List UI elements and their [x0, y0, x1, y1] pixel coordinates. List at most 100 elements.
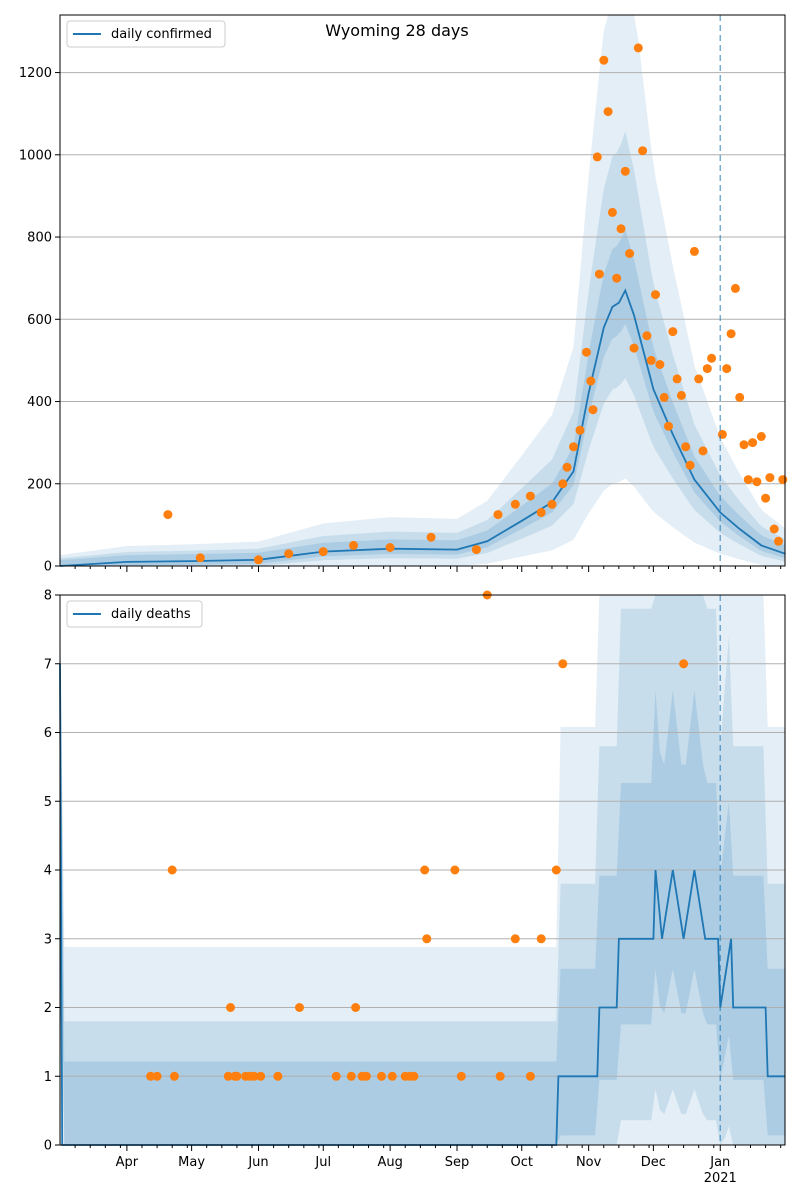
confirmed-observed-point	[717, 429, 727, 439]
confirmed-observed-point	[195, 553, 205, 563]
confirmed-observed-point	[735, 392, 745, 402]
confirmed-observed-point	[726, 329, 736, 339]
confirmed-observed-point	[471, 545, 481, 555]
deaths-observed-point	[256, 1071, 266, 1081]
deaths-x-tick-label: Jul	[314, 1155, 331, 1170]
confirmed-uncertainty-bands	[60, 15, 785, 567]
deaths-observed-point	[525, 1071, 535, 1081]
confirmed-observed-point	[769, 524, 779, 534]
confirmed-observed-point	[569, 442, 578, 452]
confirmed-observed-point	[318, 547, 328, 557]
confirmed-observed-point	[582, 347, 591, 357]
confirmed-observed-point	[510, 499, 520, 509]
deaths-observed-point	[152, 1071, 162, 1081]
confirmed-observed-point	[730, 283, 740, 293]
confirmed-observed-point	[739, 440, 749, 450]
deaths-y-tick-label: 0	[44, 1139, 52, 1154]
deaths-legend-box	[66, 600, 203, 628]
deaths-series-line	[59, 663, 785, 1146]
confirmed-observed-point	[349, 540, 358, 550]
deaths-line	[59, 663, 785, 1146]
confirmed-observed-point	[748, 438, 758, 448]
confirmed-observed-point	[761, 493, 771, 503]
confirmed-y-tick-label: 1200	[19, 66, 52, 81]
deaths-observed-point	[331, 1071, 341, 1081]
confirmed-observed-point	[681, 442, 691, 452]
deaths-observed-point	[377, 1071, 386, 1081]
deaths-y-tick-label: 6	[44, 726, 52, 741]
deaths-x-tick-label: Jun	[247, 1155, 268, 1170]
deaths-observed-point	[510, 934, 520, 944]
confirmed-observed-point	[493, 510, 503, 520]
deaths-observed-point	[558, 659, 568, 669]
confirmed-panel: 0 200 400 600 800 1000 1200 Wyoming 28 days da…	[19, 14, 788, 575]
deaths-x-tick-label: Oct	[511, 1155, 533, 1170]
confirmed-observed-point	[698, 446, 708, 456]
deaths-panel: 0 1 2 3 4 5 6 7 8 Apr May Jun Jul Aug Sep Oct Nov Dec Jan…	[44, 589, 786, 1186]
deaths-observed-point	[346, 1071, 356, 1081]
confirmed-observed-point	[689, 246, 699, 256]
confirmed-observed-point	[664, 421, 673, 431]
deaths-observed-point	[456, 1071, 466, 1081]
confirmed-legend-label: daily confirmed	[111, 27, 212, 42]
deaths-y-tick-label: 8	[44, 589, 52, 604]
deaths-legend: daily deaths	[66, 600, 203, 628]
confirmed-observed-point	[633, 43, 643, 53]
confirmed-band-2	[60, 131, 785, 567]
confirmed-observed-point	[774, 536, 783, 546]
confirmed-observed-point	[575, 425, 585, 435]
confirmed-y-tick-label: 200	[27, 477, 52, 492]
deaths-legend-label: daily deaths	[111, 607, 191, 622]
deaths-x-tick-label: Sep	[445, 1155, 470, 1170]
confirmed-observed-point	[646, 355, 656, 365]
confirmed-observed-point	[603, 107, 613, 117]
deaths-observed-point	[249, 1071, 259, 1081]
confirmed-line	[59, 288, 786, 567]
deaths-observed-point	[146, 1071, 156, 1081]
confirmed-observed-point	[612, 273, 622, 283]
deaths-observed-point	[223, 1071, 233, 1081]
deaths-observed-point	[409, 1071, 419, 1081]
confirmed-series-line	[59, 288, 786, 567]
confirmed-observed-point	[607, 207, 617, 217]
deaths-observed-point	[167, 865, 177, 875]
deaths-y-axis: 0 1 2 3 4 5 6 7 8	[44, 589, 60, 1154]
confirmed-observed-point	[620, 166, 630, 176]
confirmed-observed-point	[668, 327, 678, 337]
confirmed-legend: daily confirmed	[66, 20, 226, 48]
confirmed-observed-point	[385, 543, 395, 552]
confirmed-y-tick-label: 1000	[19, 148, 52, 163]
confirmed-observed-point	[588, 405, 598, 415]
confirmed-y-axis: 0 200 400 600 800 1000 1200	[19, 66, 60, 575]
confirmed-observed-point	[685, 460, 695, 470]
deaths-observed-point	[450, 865, 460, 875]
confirmed-observed-point	[642, 331, 652, 341]
deaths-x-tick-label: Jan	[709, 1155, 730, 1170]
confirmed-axes-frame	[59, 14, 786, 567]
deaths-y-tick-label: 4	[44, 864, 52, 879]
confirmed-observed-point	[778, 475, 788, 485]
confirmed-observed-point	[284, 549, 294, 559]
deaths-observed-point	[536, 934, 546, 944]
confirmed-observed-point	[594, 269, 604, 279]
deaths-observed-points	[146, 590, 689, 1081]
confirmed-plot-area	[60, 15, 785, 566]
deaths-x-tick-label: Aug	[377, 1155, 402, 1170]
confirmed-observed-point	[638, 146, 648, 156]
confirmed-observed-point	[525, 491, 535, 501]
deaths-observed-point	[495, 1071, 505, 1081]
deaths-x-year-label: 2021	[704, 1171, 737, 1186]
confirmed-observed-point	[536, 508, 546, 517]
deaths-y-tick-label: 5	[44, 795, 52, 810]
confirmed-observed-point	[558, 479, 568, 489]
confirmed-observed-points	[163, 43, 788, 565]
deaths-observed-point	[422, 934, 432, 944]
deaths-x-tick-label: Apr	[116, 1155, 139, 1170]
deaths-observed-point	[551, 865, 561, 875]
confirmed-observed-point	[743, 475, 753, 485]
confirmed-band-3	[60, 229, 785, 566]
confirmed-observed-point	[707, 353, 717, 363]
confirmed-observed-point	[592, 152, 602, 162]
confirmed-observed-point	[599, 55, 609, 65]
